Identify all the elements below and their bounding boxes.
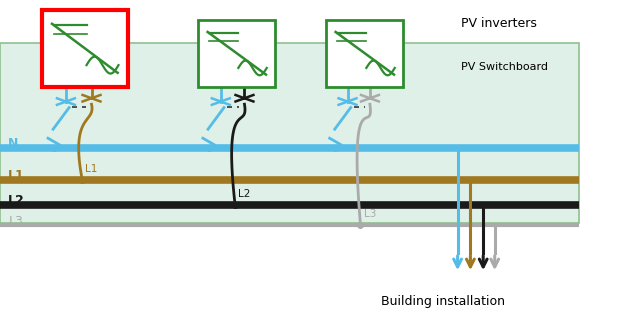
Text: L1: L1 bbox=[85, 164, 97, 174]
Bar bbox=[198, 20, 275, 87]
Text: N: N bbox=[8, 137, 19, 151]
Bar bbox=[326, 20, 403, 87]
Bar bbox=[0, 43, 579, 223]
Bar bbox=[42, 10, 128, 87]
Text: L3: L3 bbox=[364, 209, 376, 219]
Text: Building installation: Building installation bbox=[381, 295, 505, 308]
Text: L1: L1 bbox=[8, 168, 25, 182]
Text: L2: L2 bbox=[8, 194, 25, 207]
Text: PV Switchboard: PV Switchboard bbox=[461, 62, 548, 72]
Text: L3: L3 bbox=[8, 214, 23, 228]
Text: L2: L2 bbox=[238, 189, 250, 199]
Text: PV inverters: PV inverters bbox=[461, 17, 537, 30]
